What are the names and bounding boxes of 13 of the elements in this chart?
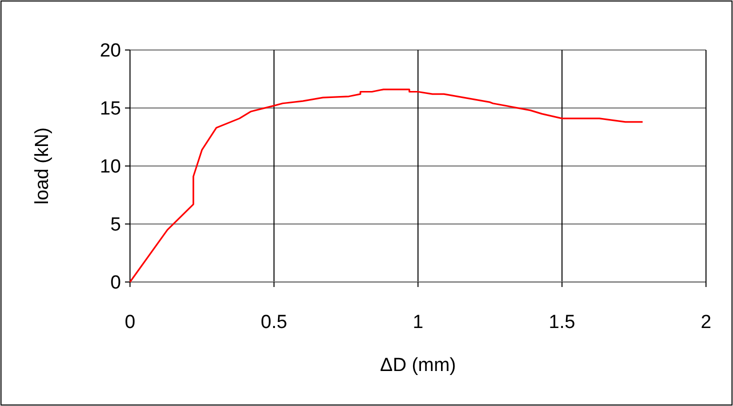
x-tick-label: 2 <box>700 312 712 333</box>
x-tick-label: 0.5 <box>260 312 288 333</box>
y-tick-label: 20 <box>100 40 121 62</box>
x-axis-title: ΔD (mm) <box>380 355 456 376</box>
y-tick-label: 10 <box>100 156 121 178</box>
y-tick-label: 15 <box>100 98 121 120</box>
line-series <box>129 88 644 283</box>
y-tick-label: 0 <box>110 272 121 294</box>
x-tick-label: 1.5 <box>548 312 576 333</box>
x-tick-label: 0 <box>124 312 136 333</box>
y-tick-label: 5 <box>110 214 121 236</box>
x-tick-label: 1 <box>412 312 424 333</box>
y-axis-title: load (kN) <box>32 127 53 205</box>
